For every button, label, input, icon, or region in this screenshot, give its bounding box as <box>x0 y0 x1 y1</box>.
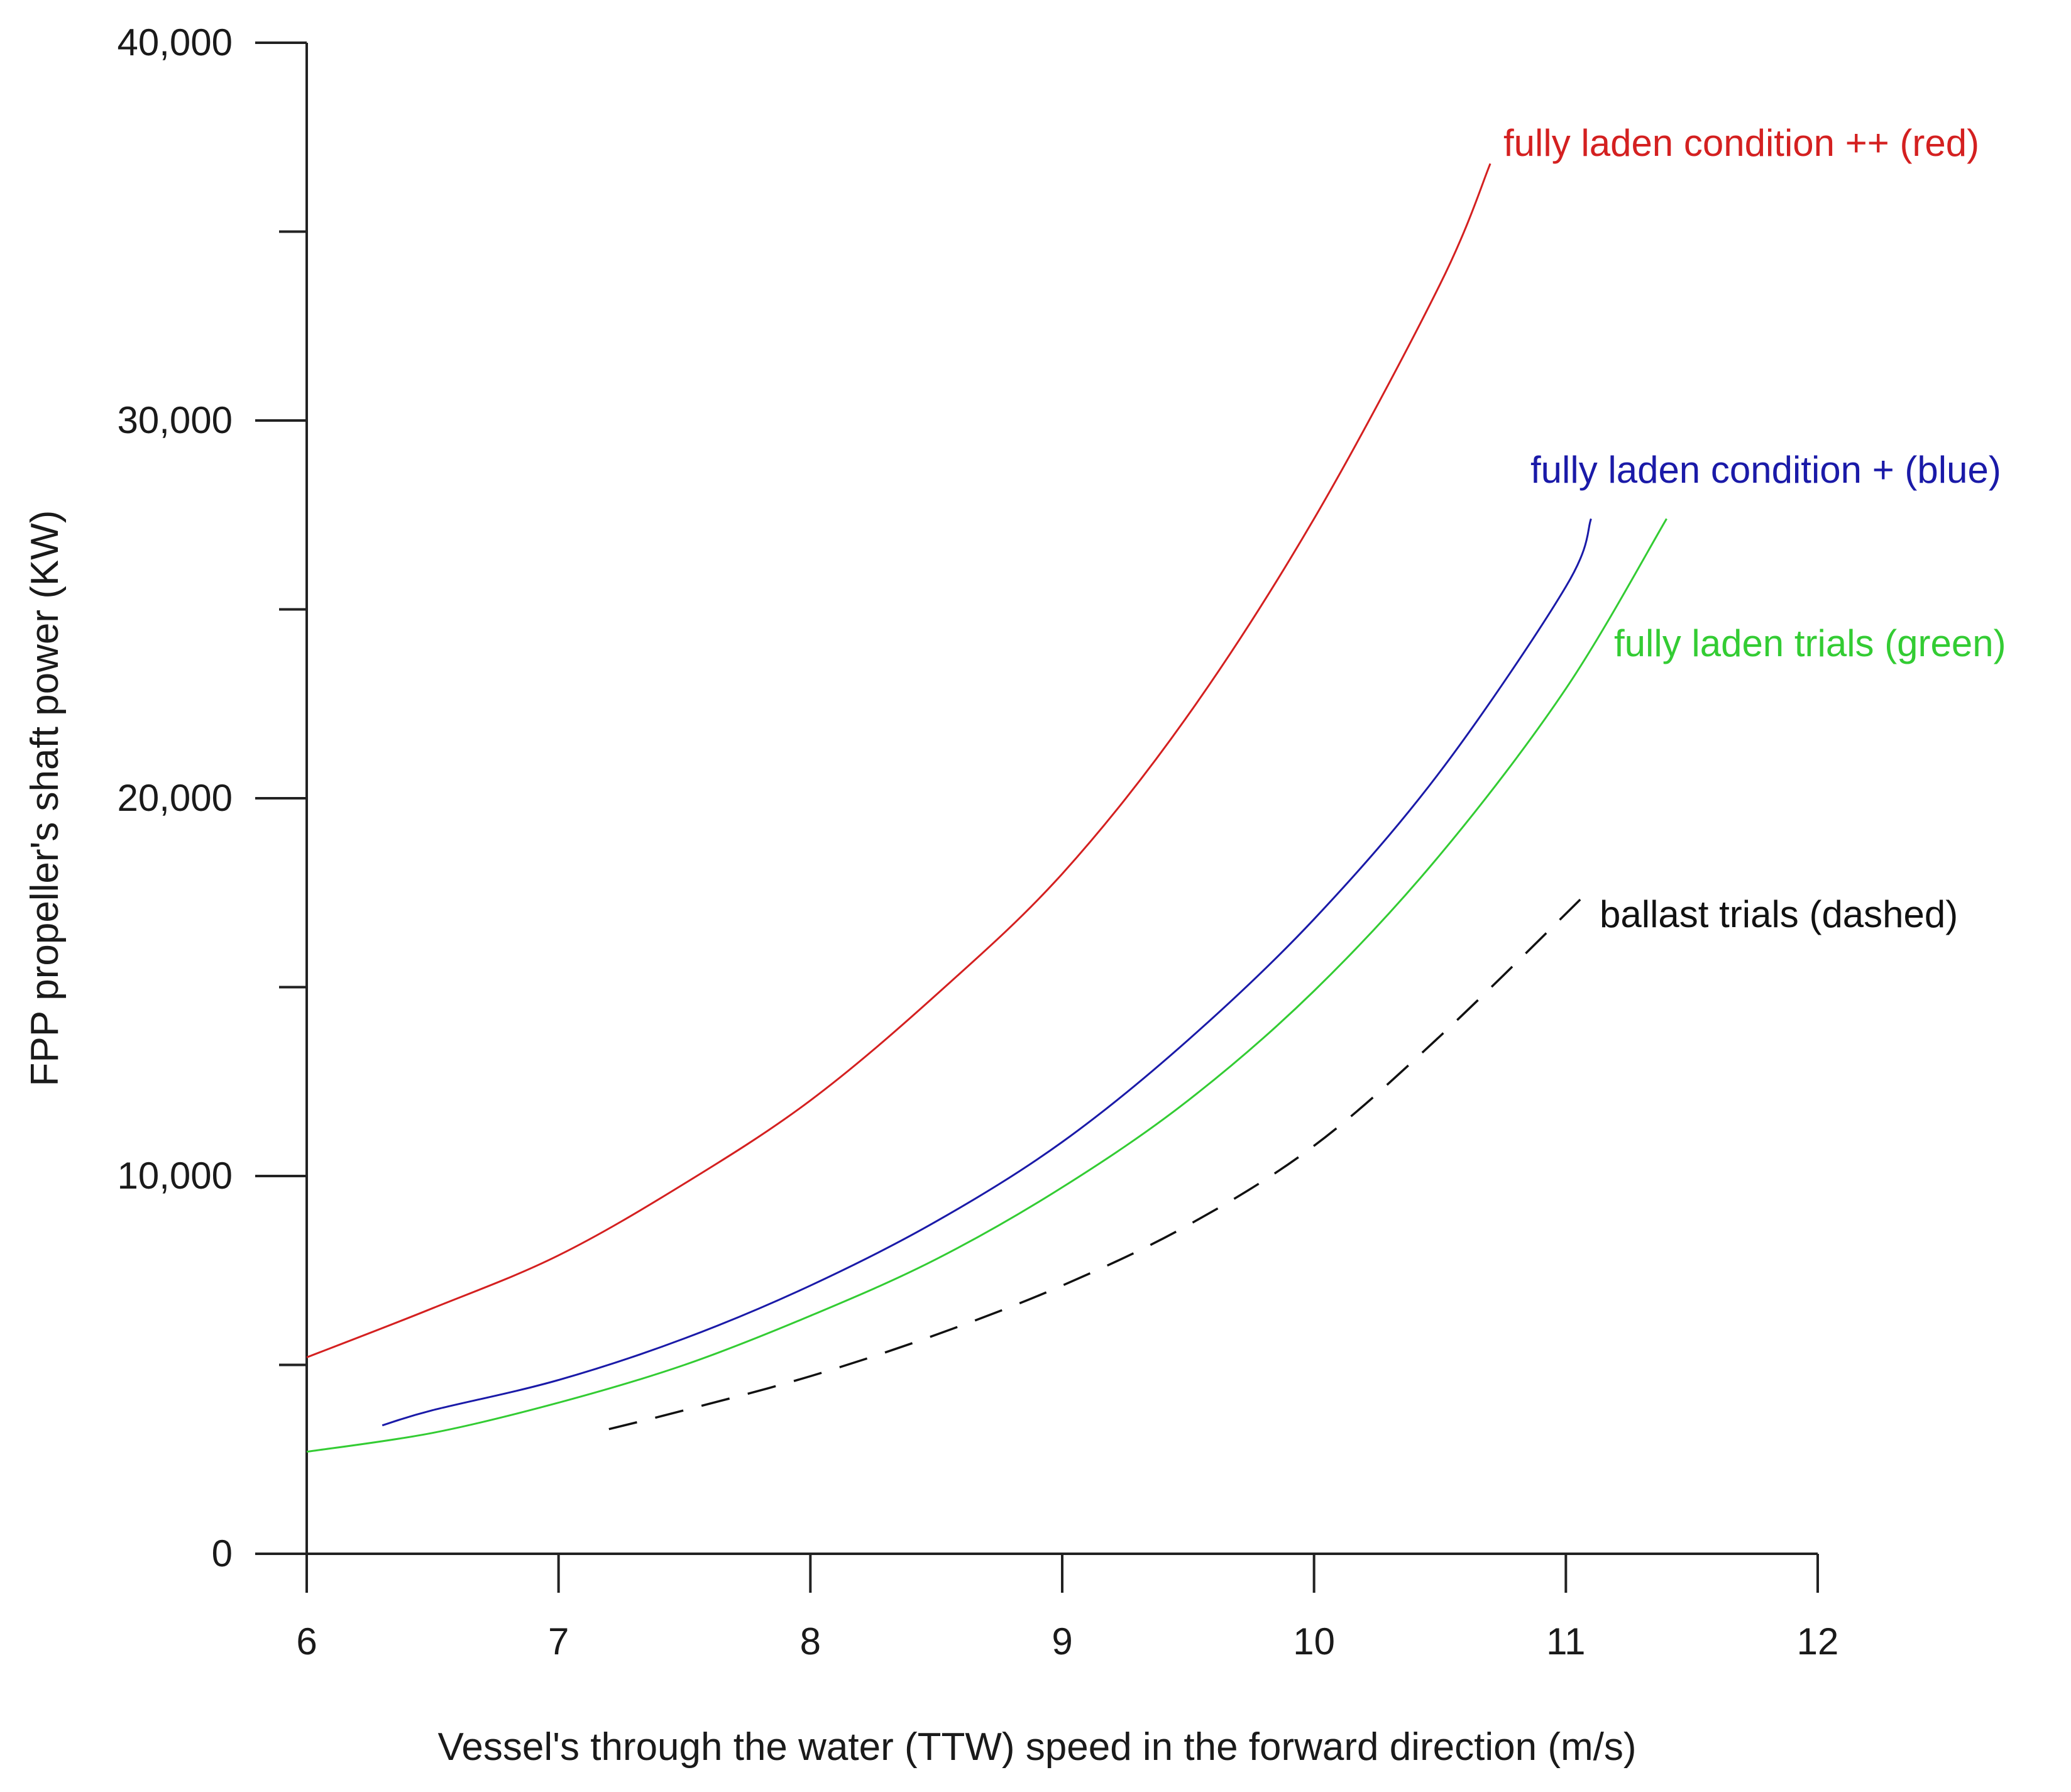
x-tick-label: 11 <box>1546 1620 1585 1663</box>
x-tick-label: 8 <box>800 1620 821 1663</box>
dashed-series-line <box>608 888 1592 1431</box>
axes-layer <box>305 43 1818 1555</box>
red-series-line <box>306 163 1491 1358</box>
y-tick-label: 30,000 <box>117 399 233 441</box>
series-labels-layer: fully laden condition ++ (red) fully lade… <box>1503 122 2006 935</box>
x-tick-label: 12 <box>1797 1620 1839 1663</box>
y-tick-label: 20,000 <box>117 777 233 819</box>
green-series-label: fully laden trials (green) <box>1614 622 2006 664</box>
series-layer <box>306 163 1667 1453</box>
x-tick-label: 7 <box>548 1620 569 1663</box>
green-series-line <box>306 518 1667 1453</box>
x-axis-title: Vessel's through the water (TTW) speed i… <box>437 1725 1636 1769</box>
red-series-label: fully laden condition ++ (red) <box>1503 122 1979 164</box>
ticks-layer: 6 7 8 9 10 11 12 0 10,000 20,000 30,000 40,000 <box>117 21 1838 1663</box>
dashed-series-label: ballast trials (dashed) <box>1600 893 1958 935</box>
y-tick-label: 10,000 <box>117 1155 233 1197</box>
x-tick-label: 9 <box>1052 1620 1072 1663</box>
blue-series-line <box>382 518 1592 1427</box>
y-tick-label: 0 <box>212 1532 233 1575</box>
blue-series-label: fully laden condition + (blue) <box>1530 449 2001 491</box>
y-tick-label: 40,000 <box>117 21 233 63</box>
x-tick-label: 10 <box>1293 1620 1335 1663</box>
x-tick-label: 6 <box>296 1620 317 1663</box>
y-axis-title: FPP propeller's shaft power (KW) <box>23 510 67 1087</box>
